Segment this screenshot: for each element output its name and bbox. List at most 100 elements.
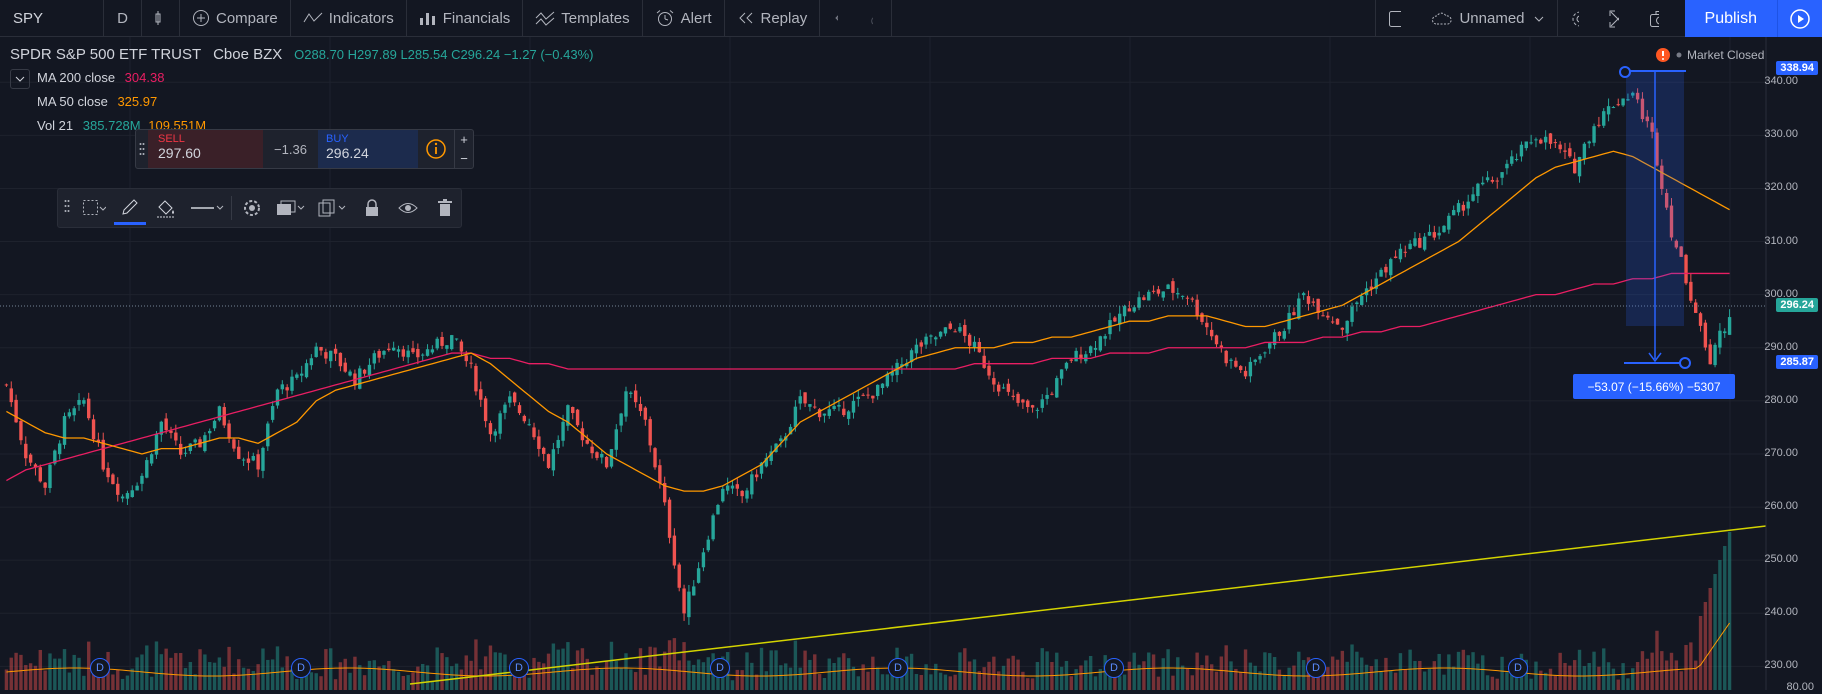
volume-bar <box>116 669 120 690</box>
volume-bar <box>1219 656 1224 690</box>
volume-bar <box>1301 660 1306 690</box>
ma200-line <box>6 272 1730 482</box>
trade-info-button[interactable] <box>418 130 454 168</box>
volume-bar <box>909 653 914 690</box>
drawbar-drag-handle[interactable] <box>64 199 74 218</box>
range-handle-bottom[interactable] <box>1679 357 1691 369</box>
dividend-marker[interactable]: D <box>90 658 110 678</box>
replay-play-button[interactable] <box>1777 0 1822 37</box>
sell-label: SELL <box>158 133 185 145</box>
volume-bar <box>546 653 551 690</box>
drag-handle[interactable] <box>136 130 148 168</box>
candle-body <box>837 404 841 407</box>
symbol-search[interactable]: SPY <box>0 0 104 37</box>
candle-body <box>1650 122 1654 132</box>
buy-button[interactable]: BUY 296.24 <box>318 130 418 168</box>
templates-button[interactable]: Templates <box>523 0 643 37</box>
candle-body <box>1330 321 1335 323</box>
volume-bar <box>38 649 42 690</box>
candle-body <box>130 490 134 498</box>
financials-button[interactable]: Financials <box>407 0 524 37</box>
dividend-marker[interactable]: D <box>291 658 311 678</box>
candle-body <box>387 348 391 351</box>
line-color-button[interactable] <box>113 191 147 225</box>
candle-body <box>1248 361 1253 377</box>
sell-button[interactable]: SELL 297.60 <box>148 130 263 168</box>
candle-body <box>653 448 657 468</box>
close-value: C296.24 <box>451 47 501 62</box>
delete-button[interactable] <box>429 191 461 225</box>
volume-bar <box>604 660 609 690</box>
fill-color-button[interactable] <box>150 191 182 225</box>
volume-bar <box>759 647 764 690</box>
quantity-stepper[interactable]: + − <box>454 130 473 168</box>
volume-bar <box>1403 669 1407 690</box>
clone-button[interactable] <box>314 191 352 225</box>
volume-bar <box>1200 665 1204 690</box>
select-layout-button[interactable] <box>1375 0 1419 37</box>
drawing-settings-button[interactable] <box>235 191 267 225</box>
volume-bar <box>1069 676 1073 690</box>
candle-body <box>1698 313 1703 326</box>
alert-label: Alert <box>680 9 712 27</box>
dividend-marker[interactable]: D <box>710 658 730 678</box>
volume-bar <box>1694 660 1698 690</box>
publish-button[interactable]: Publish <box>1684 0 1777 37</box>
compare-button[interactable]: Compare <box>180 0 291 37</box>
hide-button[interactable] <box>392 191 424 225</box>
candle-body <box>1292 312 1296 316</box>
candle-body <box>1539 139 1543 144</box>
volume-bar <box>808 659 812 690</box>
layout-name-button[interactable]: Unnamed <box>1419 0 1556 37</box>
volume-bar <box>1606 662 1611 690</box>
last-price-tag: 296.24 <box>1776 298 1818 312</box>
line-style-button[interactable] <box>187 191 227 225</box>
snapshot-button[interactable] <box>1637 0 1677 37</box>
volume-bar <box>837 657 841 690</box>
candle-body <box>1282 331 1286 339</box>
volume-bar <box>1437 653 1441 690</box>
volume-bar <box>735 669 740 690</box>
range-handle-top[interactable] <box>1619 66 1631 78</box>
fullscreen-icon <box>1609 10 1619 27</box>
volume-bar <box>454 663 459 690</box>
volume-bar <box>880 674 885 690</box>
template-button[interactable] <box>78 191 110 225</box>
volume-bar <box>33 665 38 690</box>
dividend-marker[interactable]: D <box>888 658 908 678</box>
indicators-button[interactable]: Indicators <box>291 0 407 37</box>
increase-button[interactable]: + <box>460 132 468 147</box>
fullscreen-button[interactable] <box>1597 0 1637 37</box>
interval-button[interactable]: D <box>104 0 142 37</box>
dividend-marker[interactable]: D <box>1104 658 1124 678</box>
ma50-legend[interactable]: MA 50 close 325.97 <box>37 94 157 109</box>
volume-bar <box>1635 662 1640 690</box>
candle-body <box>798 396 802 404</box>
candle-body <box>319 346 323 351</box>
dividend-marker[interactable]: D <box>1508 658 1528 678</box>
decrease-button[interactable]: − <box>460 151 468 166</box>
dividend-marker[interactable]: D <box>1306 658 1326 678</box>
volume-bar <box>1432 661 1437 690</box>
redo-button[interactable] <box>856 0 893 37</box>
lock-button[interactable] <box>356 191 388 225</box>
candle-body <box>280 384 285 390</box>
candle-body <box>106 467 110 478</box>
legend-collapse-button[interactable] <box>10 69 30 89</box>
candle-body <box>1418 237 1422 248</box>
undo-button[interactable] <box>820 0 856 37</box>
volume-bar <box>938 672 943 690</box>
market-status[interactable]: Market Closed <box>1655 47 1764 63</box>
replay-button[interactable]: Replay <box>725 0 821 37</box>
candle-body <box>203 435 207 452</box>
chart-type-button[interactable] <box>142 0 180 37</box>
volume-bar <box>624 653 628 690</box>
ma200-legend[interactable]: MA 200 close 304.38 <box>37 70 164 85</box>
settings-button[interactable] <box>1556 0 1597 37</box>
visibility-order-button[interactable] <box>272 191 310 225</box>
volume-bar <box>256 664 260 690</box>
alert-button[interactable]: Alert <box>643 0 725 37</box>
candle-body <box>1026 400 1030 408</box>
candle-body <box>91 419 96 440</box>
dividend-marker[interactable]: D <box>509 658 529 678</box>
